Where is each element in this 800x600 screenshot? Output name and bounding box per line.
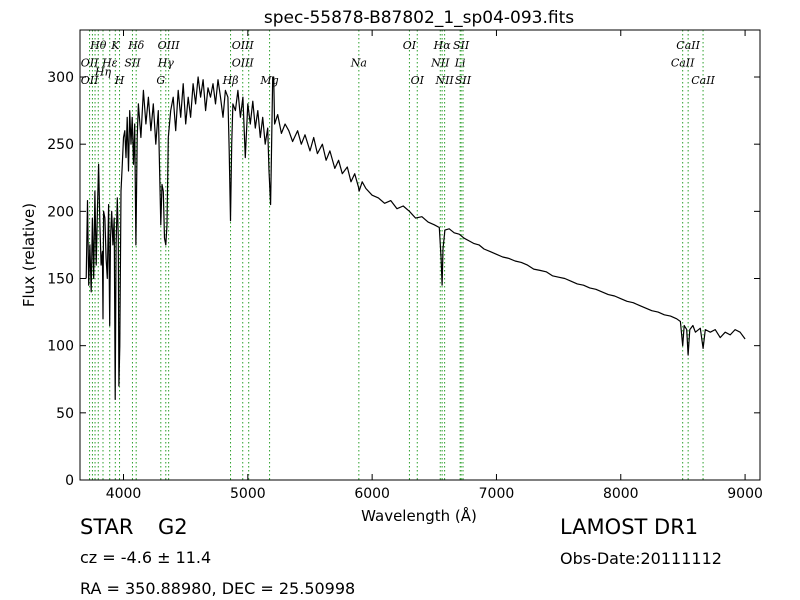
spectrum-line [85,76,746,400]
y-tick-label: 0 [65,473,74,489]
x-axis-ticks: 4000 5000 6000 7000 8000 9000 [106,30,763,502]
x-tick-label: 9000 [727,486,763,502]
line-label: Na [350,57,367,70]
y-tick-label: 200 [47,204,74,220]
line-label: OI [411,74,425,87]
y-tick-label: 100 [47,339,74,355]
plot-frame [79,29,761,481]
y-tick-label: 250 [47,137,74,153]
y-tick-label: 50 [56,406,74,422]
line-label: Hα [433,39,452,52]
line-label: NII [430,57,450,70]
line-label: Hδ [127,39,145,52]
line-label: K [110,39,120,52]
object-class: STAR [80,515,134,539]
line-label: Hη [94,65,112,78]
line-label: OIII [232,39,255,52]
x-tick-label: 7000 [479,486,515,502]
line-label: OIII [232,57,255,70]
observation-date: Obs-Date:20111112 [560,549,722,568]
line-label: Hγ [157,57,175,70]
line-label: OII [81,57,99,70]
redshift-cz: cz = -4.6 ± 11.4 [80,548,212,567]
line-label: Hε [101,57,118,70]
line-label: CaII [676,39,700,52]
object-subclass: G2 [158,515,188,539]
x-tick-label: 4000 [106,486,142,502]
line-label: Hβ [222,74,239,87]
line-label: SII [453,39,470,52]
line-label: NII [434,74,454,87]
line-label: Hθ [89,39,107,52]
x-tick-label: 6000 [354,486,390,502]
x-axis-label: Wavelength (Å) [361,506,477,525]
x-tick-label: 8000 [603,486,639,502]
x-tick-label: 5000 [230,486,266,502]
line-label: OI [403,39,417,52]
plot-area [80,30,760,480]
chart-title: spec-55878-B87802_1_sp04-093.fits [264,8,574,28]
line-label: Mg [259,74,278,87]
line-label: H [114,74,125,87]
y-axis-label: Flux (relative) [20,203,38,307]
line-label: G [156,74,165,87]
line-label: Li [454,57,466,70]
coordinates: RA = 350.88980, DEC = 25.50998 [80,579,356,598]
line-label: CaII [671,57,695,70]
line-label: SII [124,57,141,70]
series-group [85,76,746,400]
line-label: CaII [691,74,715,87]
y-tick-label: 150 [47,272,74,288]
line-label: OIII [158,39,181,52]
survey-name: LAMOST DR1 [560,515,699,539]
y-axis-ticks: 0 50 100 150 200 250 300 [47,70,760,489]
y-tick-label: 300 [47,70,74,86]
line-label: SII [455,74,472,87]
